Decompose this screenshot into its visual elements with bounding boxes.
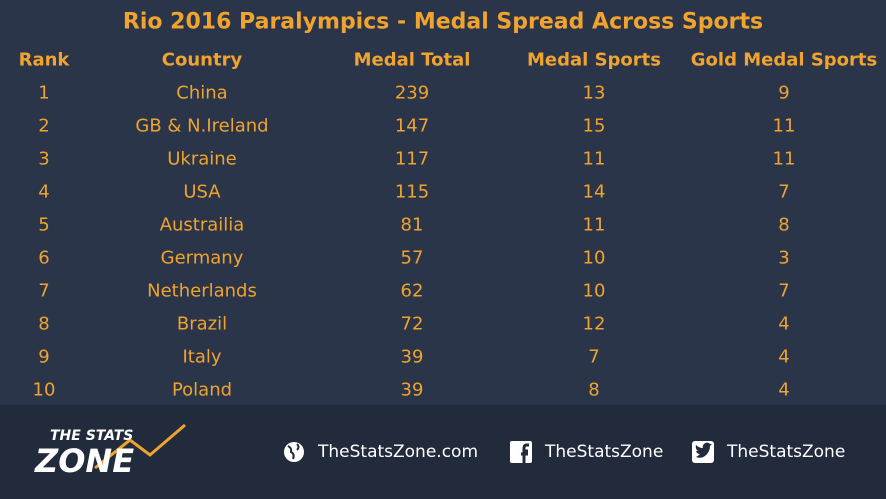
table-cell: 239 — [394, 82, 430, 104]
table-cell: 117 — [394, 148, 430, 170]
table-cell: 8 — [778, 214, 790, 236]
column-header: Gold Medal Sports — [690, 49, 878, 71]
table-cell: 3 — [38, 148, 50, 170]
globe-detail — [287, 443, 300, 460]
table-cell: 8 — [38, 313, 50, 335]
table-cell: 11 — [772, 148, 796, 170]
table-cell: Ukraine — [167, 148, 237, 170]
twitter-bird — [695, 442, 712, 458]
table-cell: 6 — [38, 247, 50, 269]
column-header: Medal Total — [353, 49, 471, 71]
table-cell: Brazil — [176, 313, 228, 335]
facebook-f — [521, 443, 529, 463]
table-cell: 2 — [38, 115, 50, 137]
table-cell: 12 — [582, 313, 606, 335]
table-cell: 72 — [400, 313, 424, 335]
table-cell: 62 — [400, 280, 424, 302]
table-cell: 9 — [778, 82, 790, 104]
twitter-handle: TheStatsZone — [727, 442, 846, 462]
table-cell: Poland — [171, 379, 233, 401]
logo-top: THE STATS — [50, 428, 133, 444]
table-cell: 10 — [582, 280, 606, 302]
table-cell: 11 — [582, 148, 606, 170]
title: Rio 2016 Paralympics - Medal Spread Acro… — [122, 9, 764, 35]
table-cell: 7 — [778, 181, 790, 203]
table-cell: 147 — [394, 115, 430, 137]
table-cell: 11 — [582, 214, 606, 236]
table-cell: 7 — [588, 346, 600, 368]
table-cell: Austrailia — [159, 214, 245, 236]
facebook-handle: TheStatsZone — [545, 442, 664, 462]
column-header: Rank — [18, 49, 70, 71]
table-cell: 9 — [38, 346, 50, 368]
logo-swoosh — [94, 423, 186, 470]
table-cell: 13 — [582, 82, 606, 104]
table-cell: GB & N.Ireland — [135, 115, 269, 137]
table-cell: China — [176, 82, 228, 104]
table-cell: 7 — [38, 280, 50, 302]
table-cell: 81 — [400, 214, 424, 236]
column-header: Country — [161, 49, 243, 71]
table-cell: 39 — [400, 346, 424, 368]
table-cell: 10 — [582, 247, 606, 269]
table-cell: 7 — [778, 280, 790, 302]
table-cell: 5 — [38, 214, 50, 236]
table-cell: 4 — [778, 346, 790, 368]
table-cell: 39 — [400, 379, 424, 401]
logo-bottom: ZONE — [34, 442, 134, 480]
table-cell: 1 — [38, 82, 50, 104]
website: TheStatsZone.com — [318, 442, 479, 462]
table-cell: Italy — [182, 346, 222, 368]
table-cell: 14 — [582, 181, 606, 203]
column-header: Medal Sports — [527, 49, 661, 71]
table-cell: 3 — [778, 247, 790, 269]
table-cell: Germany — [160, 247, 244, 269]
table-cell: 15 — [582, 115, 606, 137]
table-cell: 4 — [778, 379, 790, 401]
table-cell: 10 — [32, 379, 56, 401]
table-cell: 115 — [394, 181, 430, 203]
table-cell: 11 — [772, 115, 796, 137]
table-cell: 8 — [588, 379, 600, 401]
table-cell: Netherlands — [147, 280, 257, 302]
table-cell: USA — [183, 181, 221, 203]
table-cell: 57 — [400, 247, 424, 269]
table-cell: 4 — [778, 313, 790, 335]
table-cell: 4 — [38, 181, 50, 203]
